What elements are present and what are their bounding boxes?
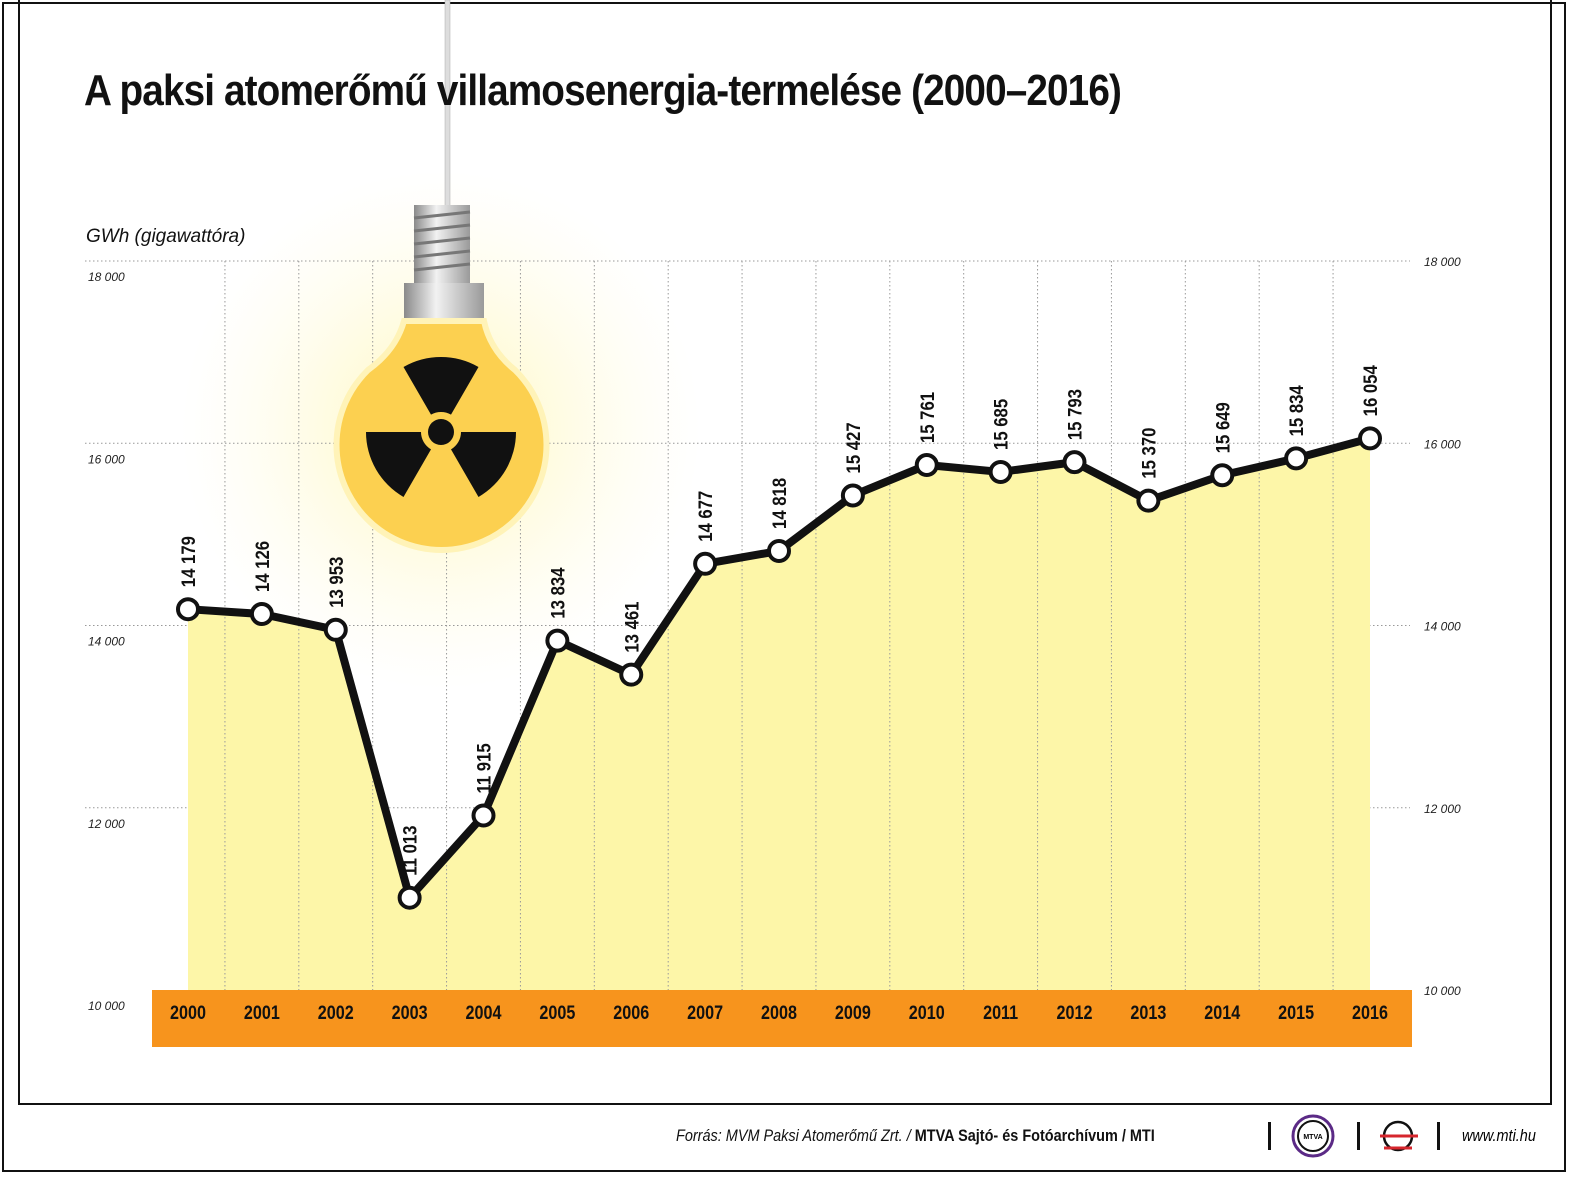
x-tick-label: 2006 xyxy=(613,1002,649,1024)
data-label: 14 818 xyxy=(769,478,790,529)
x-tick-label: 2015 xyxy=(1278,1002,1314,1024)
x-tick-label: 2008 xyxy=(761,1002,797,1024)
x-tick-label: 2009 xyxy=(835,1002,871,1024)
x-tick-label: 2013 xyxy=(1130,1002,1166,1024)
data-label: 13 953 xyxy=(326,557,347,608)
y-tick-label-right: 18 000 xyxy=(1424,255,1461,269)
credit: MTVA Sajtó- és Fotóarchívum / MTI xyxy=(914,1126,1155,1145)
data-point xyxy=(176,597,200,622)
data-point xyxy=(249,602,274,627)
y-tick-label-left: 18 000 xyxy=(88,270,125,284)
trefoil-blade xyxy=(403,356,479,415)
y-tick-label-right: 10 000 xyxy=(1424,984,1461,998)
chart-title: A paksi atomerőmű villamosenergia-termel… xyxy=(84,66,1122,115)
x-tick-label: 2011 xyxy=(983,1002,1018,1024)
y-axis-label: GWh (gigawattóra) xyxy=(86,226,246,247)
trefoil-blade xyxy=(451,432,516,497)
area-fill xyxy=(188,438,1370,991)
x-tick-label: 2010 xyxy=(909,1002,945,1024)
data-label: 16 054 xyxy=(1360,365,1381,416)
x-tick-label: 2012 xyxy=(1057,1002,1093,1024)
divider xyxy=(1437,1122,1440,1150)
data-label: 15 793 xyxy=(1065,389,1086,440)
data-point xyxy=(1210,463,1235,488)
data-label: 15 427 xyxy=(843,422,864,473)
data-point xyxy=(545,628,570,653)
y-tick-label-right: 14 000 xyxy=(1424,620,1461,634)
trefoil-blade xyxy=(366,432,431,497)
x-tick-label: 2003 xyxy=(392,1002,428,1024)
source: Forrás: MVM Paksi Atomerőmű Zrt. / xyxy=(676,1126,915,1145)
data-label: 15 761 xyxy=(917,392,938,443)
data-point xyxy=(1284,446,1309,471)
source-text: Forrás: MVM Paksi Atomerőmű Zrt. / MTVA … xyxy=(676,1126,1155,1146)
data-label: 15 685 xyxy=(991,399,1012,450)
data-label: 11 915 xyxy=(474,743,495,793)
y-tick-label-right: 16 000 xyxy=(1424,437,1461,451)
data-point xyxy=(397,885,422,910)
divider xyxy=(1268,1122,1271,1150)
x-tick-label: 2014 xyxy=(1204,1002,1240,1024)
y-tick-label-left: 14 000 xyxy=(88,635,125,649)
x-tick-label: 2001 xyxy=(244,1002,280,1024)
y-tick-label-right: 12 000 xyxy=(1424,802,1461,816)
data-point xyxy=(323,617,348,642)
data-point xyxy=(693,551,718,576)
x-tick-label: 2007 xyxy=(687,1002,723,1024)
divider xyxy=(1357,1122,1360,1150)
data-point xyxy=(840,483,865,508)
x-tick-label: 2000 xyxy=(170,1002,206,1024)
data-label: 14 126 xyxy=(252,541,273,592)
data-label: 14 179 xyxy=(178,536,199,587)
radiation-lightbulb-icon xyxy=(333,0,550,553)
data-point xyxy=(988,459,1013,484)
data-point xyxy=(1136,488,1161,513)
x-tick-label: 2002 xyxy=(318,1002,354,1024)
data-point xyxy=(471,803,496,828)
data-point xyxy=(1062,450,1087,475)
data-label: 11 013 xyxy=(400,825,421,875)
x-axis-band xyxy=(152,990,1412,1047)
x-tick-label: 2016 xyxy=(1352,1002,1388,1024)
data-label: 13 461 xyxy=(621,601,642,652)
y-tick-label-left: 10 000 xyxy=(88,999,125,1013)
inner-frame xyxy=(18,0,1552,1105)
data-label: 15 834 xyxy=(1286,385,1307,436)
x-tick-label: 2004 xyxy=(466,1002,502,1024)
data-label: 13 834 xyxy=(547,567,568,618)
data-label: 15 649 xyxy=(1212,402,1233,453)
data-point xyxy=(1358,426,1382,451)
data-label: 15 370 xyxy=(1138,428,1159,479)
outer-frame xyxy=(2,2,1566,1172)
data-label: 14 677 xyxy=(695,491,716,542)
data-point xyxy=(914,453,939,478)
y-tick-label-left: 16 000 xyxy=(88,452,125,466)
x-tick-label: 2005 xyxy=(539,1002,575,1024)
y-tick-label-left: 12 000 xyxy=(88,817,125,831)
data-point xyxy=(619,662,644,687)
data-point xyxy=(767,538,791,563)
website-link[interactable]: www.mti.hu xyxy=(1462,1126,1536,1145)
